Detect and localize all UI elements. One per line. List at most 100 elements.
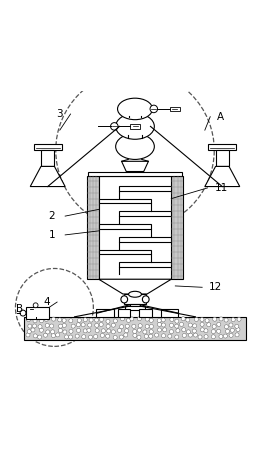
Circle shape [200, 322, 204, 327]
Circle shape [235, 333, 239, 337]
Circle shape [127, 318, 131, 322]
Circle shape [137, 328, 141, 332]
Circle shape [193, 324, 197, 328]
Circle shape [43, 333, 48, 337]
Circle shape [120, 317, 124, 321]
Circle shape [28, 324, 32, 328]
Bar [41, 150, 55, 166]
Circle shape [87, 328, 91, 332]
Circle shape [194, 333, 197, 337]
Circle shape [110, 123, 118, 130]
Circle shape [149, 318, 153, 322]
Circle shape [175, 319, 179, 323]
Circle shape [219, 335, 223, 339]
Circle shape [100, 318, 103, 322]
Bar [125, 305, 145, 310]
Circle shape [225, 329, 230, 333]
Polygon shape [30, 166, 65, 187]
Circle shape [150, 105, 158, 113]
Circle shape [111, 323, 115, 327]
Polygon shape [122, 161, 148, 171]
Circle shape [75, 334, 79, 338]
Circle shape [211, 335, 215, 339]
Circle shape [94, 318, 99, 322]
Bar [99, 224, 151, 229]
Circle shape [157, 328, 161, 332]
Circle shape [132, 324, 136, 328]
Circle shape [130, 317, 134, 321]
Circle shape [81, 323, 85, 327]
Circle shape [106, 319, 110, 323]
Circle shape [82, 335, 86, 339]
Bar [171, 176, 183, 279]
Circle shape [204, 329, 208, 333]
Circle shape [133, 329, 137, 333]
Circle shape [144, 334, 148, 338]
Circle shape [99, 322, 103, 327]
Polygon shape [99, 279, 171, 294]
Circle shape [83, 329, 87, 333]
Circle shape [119, 335, 123, 339]
Circle shape [143, 330, 147, 334]
Bar [99, 198, 151, 203]
Ellipse shape [116, 133, 154, 159]
Circle shape [26, 318, 31, 322]
Bar [99, 249, 151, 254]
Circle shape [169, 330, 173, 334]
Circle shape [217, 322, 221, 327]
Circle shape [107, 329, 111, 333]
Circle shape [113, 319, 117, 323]
Circle shape [39, 319, 43, 323]
Circle shape [198, 335, 202, 339]
Circle shape [204, 335, 208, 339]
Circle shape [231, 318, 235, 322]
Bar [170, 106, 180, 111]
Bar [130, 304, 140, 306]
Circle shape [111, 330, 115, 334]
Circle shape [168, 334, 172, 338]
Circle shape [101, 329, 105, 333]
Circle shape [149, 330, 153, 334]
Circle shape [58, 328, 62, 332]
Circle shape [33, 334, 37, 338]
Circle shape [161, 323, 166, 327]
Circle shape [163, 328, 167, 332]
Circle shape [88, 323, 92, 327]
Circle shape [181, 317, 185, 321]
Circle shape [62, 323, 66, 327]
Bar [119, 262, 171, 267]
Circle shape [69, 335, 73, 339]
Bar [119, 186, 171, 191]
Bar [23, 317, 247, 340]
Circle shape [224, 318, 228, 322]
Circle shape [176, 329, 180, 333]
Text: A: A [217, 112, 225, 122]
Circle shape [120, 325, 124, 329]
Circle shape [213, 317, 217, 321]
Circle shape [235, 324, 239, 328]
Circle shape [180, 322, 184, 327]
Circle shape [76, 328, 80, 332]
Bar [117, 309, 130, 317]
Circle shape [113, 336, 117, 340]
Text: 11: 11 [214, 183, 228, 193]
Circle shape [207, 322, 211, 327]
Circle shape [149, 334, 153, 338]
Circle shape [145, 317, 149, 321]
Circle shape [50, 324, 54, 328]
Circle shape [45, 323, 49, 327]
Circle shape [145, 324, 149, 328]
Circle shape [71, 324, 75, 328]
Circle shape [20, 310, 26, 316]
Circle shape [137, 317, 141, 321]
Circle shape [95, 323, 99, 327]
Circle shape [106, 324, 110, 328]
Polygon shape [208, 144, 237, 150]
Bar [119, 237, 171, 242]
Circle shape [161, 318, 165, 322]
Circle shape [59, 324, 63, 328]
Circle shape [236, 327, 240, 331]
Circle shape [62, 318, 66, 322]
Bar [139, 309, 152, 317]
Circle shape [94, 335, 98, 339]
